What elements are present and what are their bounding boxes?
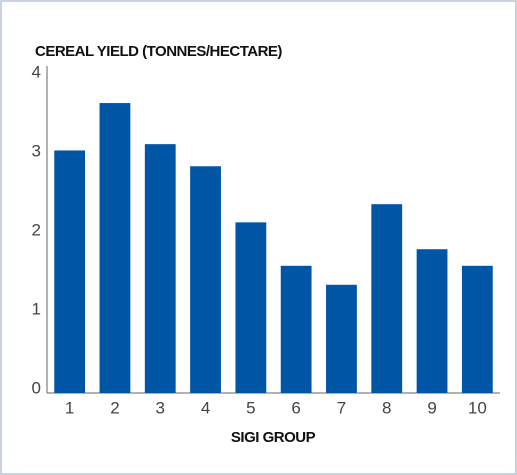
bar xyxy=(280,265,312,393)
x-axis-label: SIGI GROUP xyxy=(231,429,316,446)
x-tick-label: 9 xyxy=(427,398,436,417)
x-tick-label: 8 xyxy=(382,398,391,417)
bar xyxy=(371,204,403,393)
x-tick-label: 1 xyxy=(65,398,74,417)
y-tick-label: 3 xyxy=(32,141,41,160)
x-tick-label: 6 xyxy=(291,398,300,417)
y-tick-label: 0 xyxy=(32,378,41,397)
bar xyxy=(326,284,357,393)
x-tick-label: 2 xyxy=(110,398,119,417)
bar xyxy=(190,166,221,393)
x-tick-label: 10 xyxy=(468,398,487,417)
x-tick-label: 5 xyxy=(246,398,255,417)
y-tick-label: 4 xyxy=(32,62,41,81)
chart-title: CEREAL YIELD (TONNES/HECTARE) xyxy=(35,43,282,60)
bar xyxy=(144,144,176,393)
x-tick-label: 4 xyxy=(201,398,210,417)
bar xyxy=(235,222,267,393)
bar xyxy=(416,249,448,393)
x-tick-label: 7 xyxy=(337,398,346,417)
y-tick-label: 2 xyxy=(32,220,41,239)
bar xyxy=(99,103,131,393)
x-tick-label: 3 xyxy=(156,398,165,417)
y-tick-label: 1 xyxy=(32,299,41,318)
bar xyxy=(461,265,493,393)
bar xyxy=(54,150,86,393)
